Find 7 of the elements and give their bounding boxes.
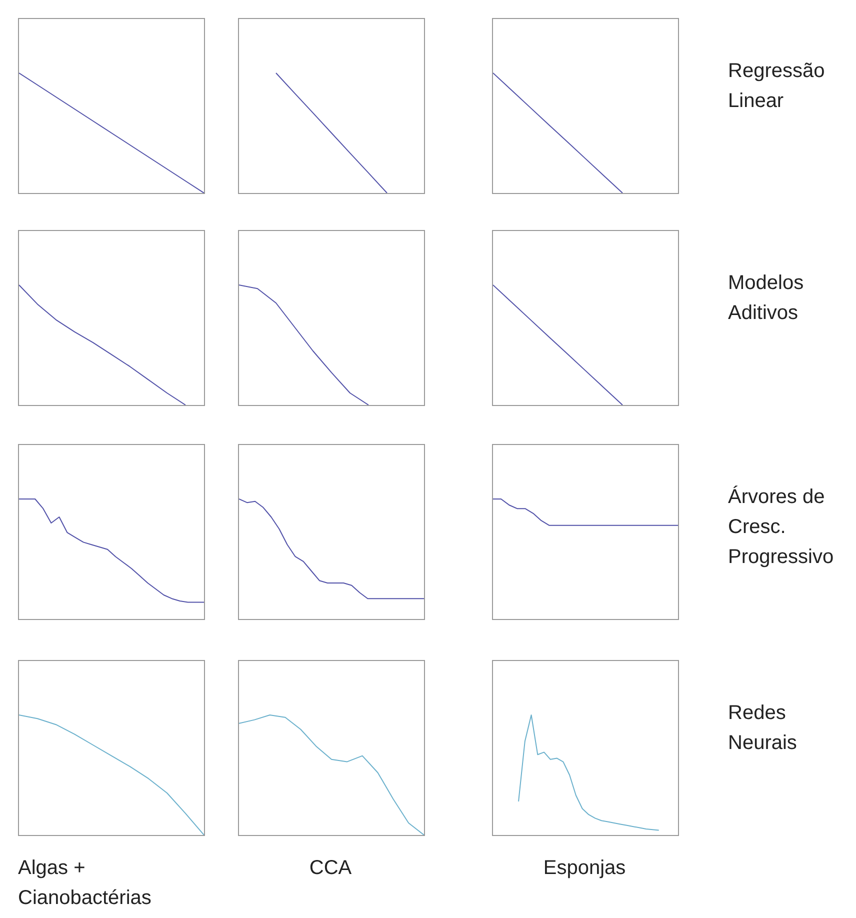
y2-axis-title: Redes Neurais: [728, 701, 798, 756]
x-axis-title: Esponjas: [542, 856, 627, 881]
x-axis-title: CCA: [308, 856, 353, 881]
x-axis-title: Algas + Cianobactérias: [18, 856, 152, 911]
y2-axis-title: Árvores de Cresc. Progressivo: [728, 484, 835, 570]
y2-axis-title: Regressão Linear: [728, 59, 826, 114]
y2-axis-title: Modelos Aditivos: [728, 271, 805, 326]
